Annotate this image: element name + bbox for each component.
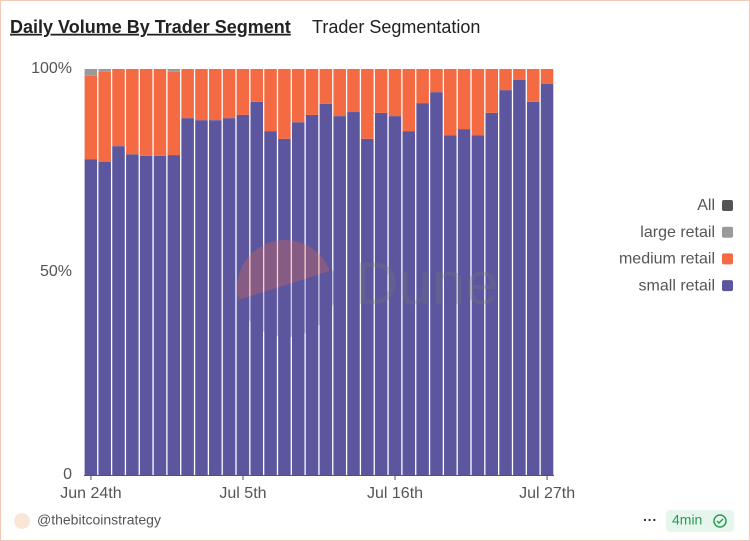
check-icon — [713, 514, 727, 528]
bar-segment — [250, 101, 264, 476]
legend-swatch — [722, 253, 733, 265]
x-tick-label: Jun 24th — [60, 485, 121, 502]
bar-segment — [291, 69, 305, 123]
chart-title[interactable]: Daily Volume By Trader Segment — [10, 17, 291, 37]
menu-button[interactable]: ··· — [643, 512, 657, 528]
bar-segment — [361, 138, 374, 475]
bar-segment — [112, 146, 125, 475]
x-tick-label: Jul 16th — [367, 485, 423, 502]
bar-segment — [416, 103, 429, 475]
bar-segment — [236, 114, 250, 476]
y-tick-label: 0 — [63, 466, 72, 483]
bar-segment — [167, 155, 181, 475]
bar-segment — [499, 69, 512, 91]
watermark: Dune — [237, 240, 498, 338]
bar-segment — [457, 69, 471, 130]
legend-swatch — [722, 226, 733, 238]
bar-segment — [209, 69, 222, 121]
bar-segment — [126, 69, 139, 155]
watermark-text: Dune — [355, 250, 498, 317]
bar-segment — [374, 69, 388, 113]
bar-segment — [112, 69, 125, 147]
bar-segment — [319, 103, 333, 475]
legend-label: All — [697, 197, 715, 214]
bar-segment — [167, 69, 181, 72]
bar-segment — [416, 69, 429, 104]
bar-segment — [291, 122, 305, 475]
bar-segment — [540, 84, 554, 475]
legend-swatch — [722, 200, 733, 211]
bar-segment — [264, 131, 277, 476]
bar-segment — [209, 120, 222, 475]
bar-segment — [513, 69, 526, 80]
y-tick-label: 100% — [31, 60, 72, 77]
bar-segment — [374, 112, 388, 476]
bar-segment — [153, 69, 167, 156]
bar-segment — [333, 69, 346, 117]
bar-segment — [471, 69, 485, 136]
bar-segment — [222, 69, 236, 119]
x-tick-label: Jul 27th — [519, 485, 575, 502]
bar-segment — [526, 101, 540, 476]
x-tick-label: Jul 5th — [219, 485, 266, 502]
bar-segment — [485, 69, 499, 113]
chart-subtitle: Trader Segmentation — [312, 17, 480, 37]
bar-segment — [139, 155, 153, 475]
legend-label: small retail — [639, 277, 715, 294]
bar-segment — [98, 69, 111, 72]
bar-segment — [513, 79, 526, 475]
bar-segment — [98, 161, 111, 475]
legend-label: large retail — [640, 224, 715, 241]
bar-segment — [388, 69, 402, 117]
avatar — [14, 513, 30, 529]
bar-segment — [195, 120, 208, 475]
bar-segment — [278, 138, 291, 475]
bar-segment — [526, 69, 540, 102]
bar-segment — [347, 112, 360, 475]
bar-segment — [361, 69, 374, 139]
bar-segment — [153, 155, 167, 475]
bar-segment — [236, 69, 250, 115]
bar-segment — [181, 69, 194, 119]
bar-segment — [430, 92, 443, 475]
bar-segment — [402, 131, 416, 476]
author[interactable]: @thebitcoinstrategy — [37, 512, 161, 528]
check-mark — [716, 518, 724, 525]
bar-segment — [264, 69, 277, 132]
bar-segment — [84, 75, 98, 160]
bar-segment — [139, 69, 153, 156]
bar-segment — [278, 69, 291, 139]
bar-segment — [540, 69, 554, 85]
bar-segment — [471, 135, 485, 476]
bar-segment — [222, 118, 236, 475]
bar-segment — [181, 118, 194, 475]
bar-segment — [333, 116, 346, 475]
bar-segment — [319, 69, 333, 104]
legend-label: medium retail — [619, 251, 715, 268]
age-text: 4min — [672, 512, 702, 528]
bar-segment — [84, 69, 98, 76]
bar-segment — [457, 129, 471, 475]
bar-segment — [444, 135, 457, 476]
bar-segment — [84, 159, 98, 475]
bar-segment — [195, 69, 208, 121]
bar-segment — [98, 71, 111, 162]
bar-segment — [444, 69, 457, 136]
bar-segment — [347, 69, 360, 113]
y-tick-label: 50% — [40, 263, 72, 280]
bar-segment — [305, 69, 319, 115]
bar-segment — [167, 71, 181, 156]
bar-segment — [499, 90, 512, 475]
bar-segment — [402, 69, 416, 132]
bar-segment — [430, 69, 443, 93]
bar-segment — [485, 112, 499, 476]
bar-segment — [305, 114, 319, 476]
bar-segment — [126, 154, 139, 475]
legend-swatch — [722, 280, 733, 292]
bar-segment — [388, 116, 402, 475]
bar-segment — [250, 69, 264, 102]
